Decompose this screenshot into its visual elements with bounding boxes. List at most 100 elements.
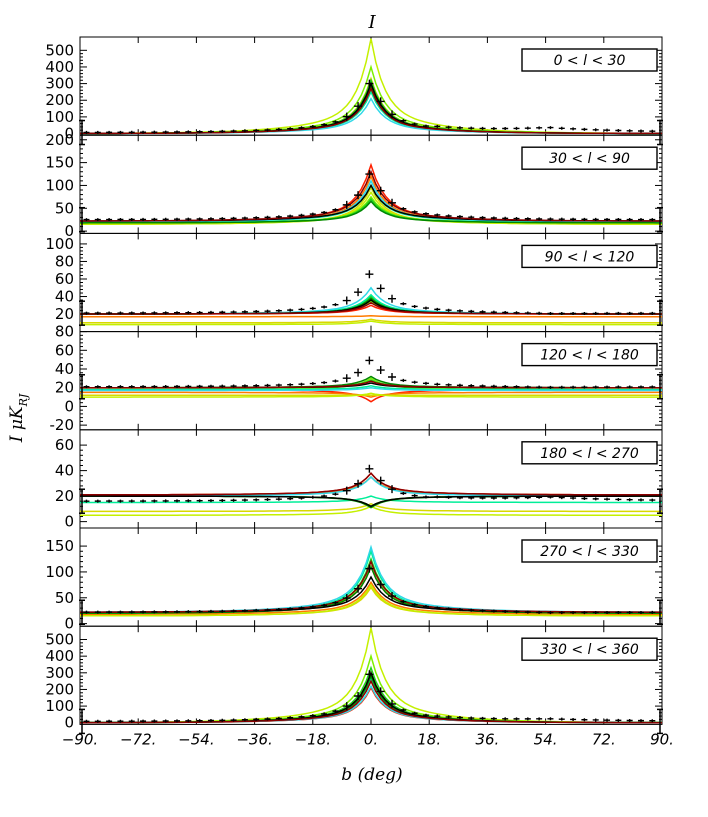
x-tick-label: 18. — [417, 730, 441, 748]
model-curves — [80, 270, 662, 326]
x-tick-label: −18. — [295, 730, 331, 748]
x-tick-label: 36. — [475, 730, 499, 748]
region-label-box — [521, 441, 658, 465]
model-series-10 — [80, 495, 662, 508]
model-series-11 — [80, 472, 662, 496]
y-tick-label: 200 — [45, 91, 74, 109]
data-points — [83, 670, 656, 723]
y-tick-label: 100 — [45, 563, 74, 581]
model-series-2 — [80, 580, 662, 616]
y-tick-label: 400 — [45, 58, 74, 76]
y-tick-label: 60 — [55, 436, 74, 454]
model-series-7 — [80, 385, 662, 391]
x-tick-label: −90. — [62, 730, 98, 748]
y-tick-label: 0 — [64, 125, 74, 143]
model-series-11 — [80, 86, 662, 135]
model-curves — [80, 38, 662, 135]
region-label: 180 < l < 270 — [540, 446, 639, 462]
region-label: 0 < l < 30 — [554, 53, 626, 69]
x-tick-labels: −90. −72. −54. −36. −18. 0. 18. 36. 54. 72. 90. — [62, 730, 674, 748]
y-tick-label: -20 — [50, 416, 75, 434]
y-tick-label: 150 — [45, 537, 74, 555]
y-tick-label: 100 — [45, 235, 74, 253]
figure-title: I — [367, 12, 376, 33]
y-tick-label: 300 — [45, 664, 74, 682]
model-series-8 — [80, 475, 662, 497]
region-label: 270 < l < 330 — [540, 544, 639, 560]
model-series-9 — [80, 564, 662, 614]
data-points — [83, 79, 656, 134]
region-label-box — [521, 244, 658, 269]
svg-text:I μKRJ: I μKRJ — [7, 393, 30, 443]
y-tick-label: 400 — [45, 647, 74, 665]
x-tick-label: 72. — [592, 730, 616, 748]
model-curves — [80, 464, 662, 516]
model-series-4 — [80, 392, 662, 398]
data-points — [83, 356, 656, 389]
model-series-2 — [80, 391, 662, 398]
model-curves — [80, 162, 662, 225]
y-tick-label: 300 — [45, 75, 74, 93]
y-tick-label: 500 — [45, 631, 74, 649]
model-series-4 — [80, 583, 662, 617]
x-tick-label: −36. — [236, 730, 272, 748]
y-tick-label: 40 — [55, 462, 74, 480]
x-tick-label: −72. — [120, 730, 156, 748]
y-tick-label: 0 — [64, 714, 74, 732]
y-tick-label: 80 — [55, 323, 74, 341]
y-tick-label: 60 — [55, 341, 74, 359]
model-series-8 — [80, 386, 662, 392]
y-axis-label: I μKRJ — [7, 393, 30, 443]
y-tick-label: 0 — [64, 615, 74, 633]
data-points — [83, 564, 656, 615]
y-tick-label: 100 — [45, 697, 74, 715]
model-series-8 — [80, 684, 662, 724]
x-tick-label: 54. — [534, 730, 558, 748]
model-series-3 — [80, 318, 662, 324]
model-series-9 — [80, 674, 662, 724]
model-series-3 — [80, 502, 662, 513]
model-series-1 — [80, 564, 662, 614]
panel-6: 0 50 100 150 270 < l < 330 — [45, 527, 663, 633]
model-series-7 — [80, 495, 662, 504]
x-tick-label: 90. — [650, 730, 674, 748]
y-tick-label: 100 — [45, 176, 74, 194]
y-tick-label: 60 — [55, 270, 74, 288]
model-curves — [80, 627, 662, 724]
model-series-8 — [80, 179, 662, 223]
panel-2: 0 50 100 150 200 30 < l < 90 — [45, 131, 663, 240]
model-series-4 — [80, 190, 662, 225]
y-tick-label: 500 — [45, 41, 74, 59]
model-series-2 — [80, 315, 662, 318]
region-label-box — [521, 539, 658, 563]
panel-5: 0 20 40 60 180 < l < 270 — [55, 429, 663, 531]
y-tick-label: 200 — [45, 680, 74, 698]
model-series-7 — [80, 183, 662, 223]
y-tick-label: 0 — [64, 397, 74, 415]
region-label: 90 < l < 120 — [545, 249, 635, 265]
model-series-10 — [80, 183, 662, 222]
model-series-2 — [80, 475, 662, 496]
region-label-box — [521, 146, 658, 170]
y-tick-label: 20 — [55, 379, 74, 397]
model-curves — [80, 356, 662, 403]
y-tick-label: 0 — [64, 513, 74, 531]
model-series-9 — [80, 200, 662, 224]
x-tick-label: 0. — [364, 730, 378, 748]
y-tick-label: 100 — [45, 108, 74, 126]
region-label: 30 < l < 90 — [549, 151, 630, 167]
y-tick-label: 20 — [55, 487, 74, 505]
region-label-box — [521, 342, 658, 367]
data-points — [83, 170, 656, 222]
y-tick-label: 20 — [55, 305, 74, 323]
y-tick-label: 40 — [55, 360, 74, 378]
y-axis-label-sub: RJ — [17, 393, 30, 407]
model-series-1 — [80, 686, 662, 724]
y-tick-label: 0 — [64, 222, 74, 240]
